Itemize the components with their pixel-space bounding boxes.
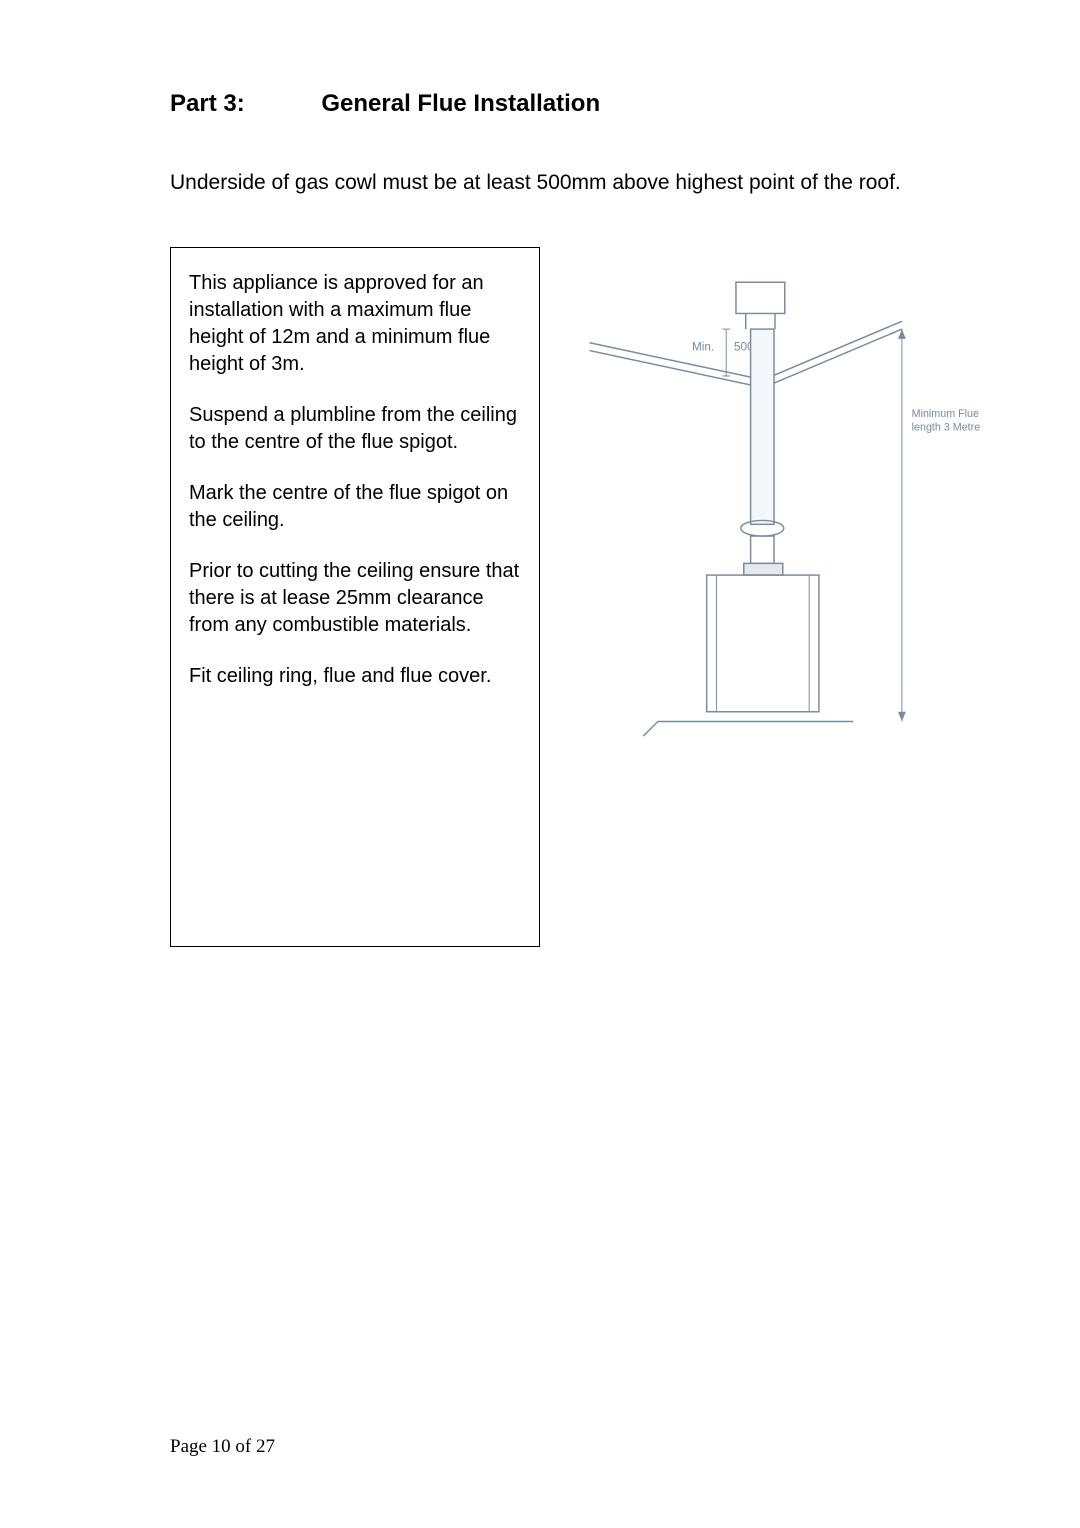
instruction-p2: Suspend a plumbline from the ceiling to … <box>189 402 521 456</box>
diagram-label-min: Min. <box>692 341 714 354</box>
diagram-label-minflue1: Minimum Flue <box>912 408 979 420</box>
intro-paragraph: Underside of gas cowl must be at least 5… <box>170 168 980 197</box>
instruction-p1: This appliance is approved for an instal… <box>189 270 521 378</box>
flue-diagram-svg: Min. 500mm Minimum Flue length 3 Metres <box>570 247 980 747</box>
instruction-p4: Prior to cutting the ceiling ensure that… <box>189 558 521 639</box>
instruction-p3: Mark the centre of the flue spigot on th… <box>189 480 521 534</box>
diagram-label-minflue2: length 3 Metres <box>912 422 980 434</box>
section-heading: Part 3: General Flue Installation <box>170 90 980 118</box>
instruction-text-box: This appliance is approved for an instal… <box>170 247 540 947</box>
content-row: This appliance is approved for an instal… <box>170 247 980 947</box>
heading-title: General Flue Installation <box>321 90 600 117</box>
instruction-p5: Fit ceiling ring, flue and flue cover. <box>189 663 521 690</box>
page-footer: Page 10 of 27 <box>170 1436 275 1458</box>
flue-diagram: Min. 500mm Minimum Flue length 3 Metres <box>570 247 980 947</box>
heading-part-label: Part 3: <box>170 90 245 118</box>
